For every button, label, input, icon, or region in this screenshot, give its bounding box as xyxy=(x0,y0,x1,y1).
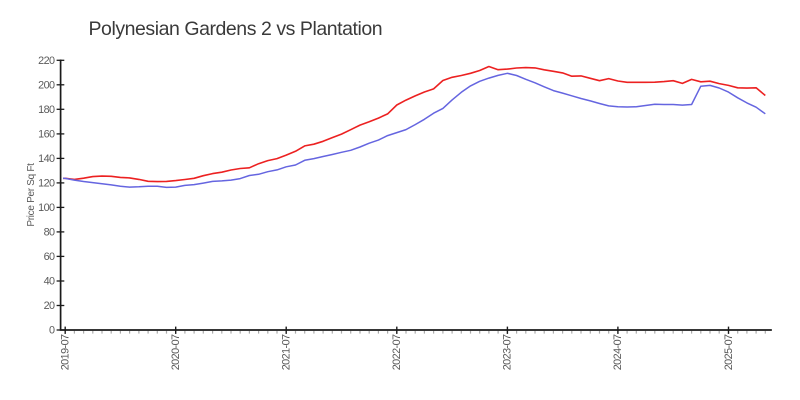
svg-text:2021-07: 2021-07 xyxy=(281,334,293,370)
svg-text:120: 120 xyxy=(38,178,55,190)
svg-text:Price Per Sq Ft: Price Per Sq Ft xyxy=(26,163,37,227)
svg-text:220: 220 xyxy=(38,55,55,67)
svg-text:140: 140 xyxy=(38,153,55,165)
svg-text:80: 80 xyxy=(44,227,55,239)
svg-text:100: 100 xyxy=(38,202,55,214)
svg-text:2022-07: 2022-07 xyxy=(391,334,403,370)
svg-text:40: 40 xyxy=(44,276,55,288)
svg-text:20: 20 xyxy=(44,300,55,312)
svg-text:2020-07: 2020-07 xyxy=(170,334,182,370)
svg-text:Polynesian Gardens 2 vs Planta: Polynesian Gardens 2 vs Plantation xyxy=(89,18,383,40)
svg-text:60: 60 xyxy=(44,251,55,263)
svg-text:2019-07: 2019-07 xyxy=(60,334,72,370)
svg-text:2025-07: 2025-07 xyxy=(723,334,735,370)
svg-text:160: 160 xyxy=(38,129,55,141)
svg-text:2024-07: 2024-07 xyxy=(612,334,624,370)
svg-text:200: 200 xyxy=(38,79,55,91)
svg-text:0: 0 xyxy=(49,325,55,337)
svg-text:180: 180 xyxy=(38,104,55,116)
svg-text:2023-07: 2023-07 xyxy=(502,334,514,370)
